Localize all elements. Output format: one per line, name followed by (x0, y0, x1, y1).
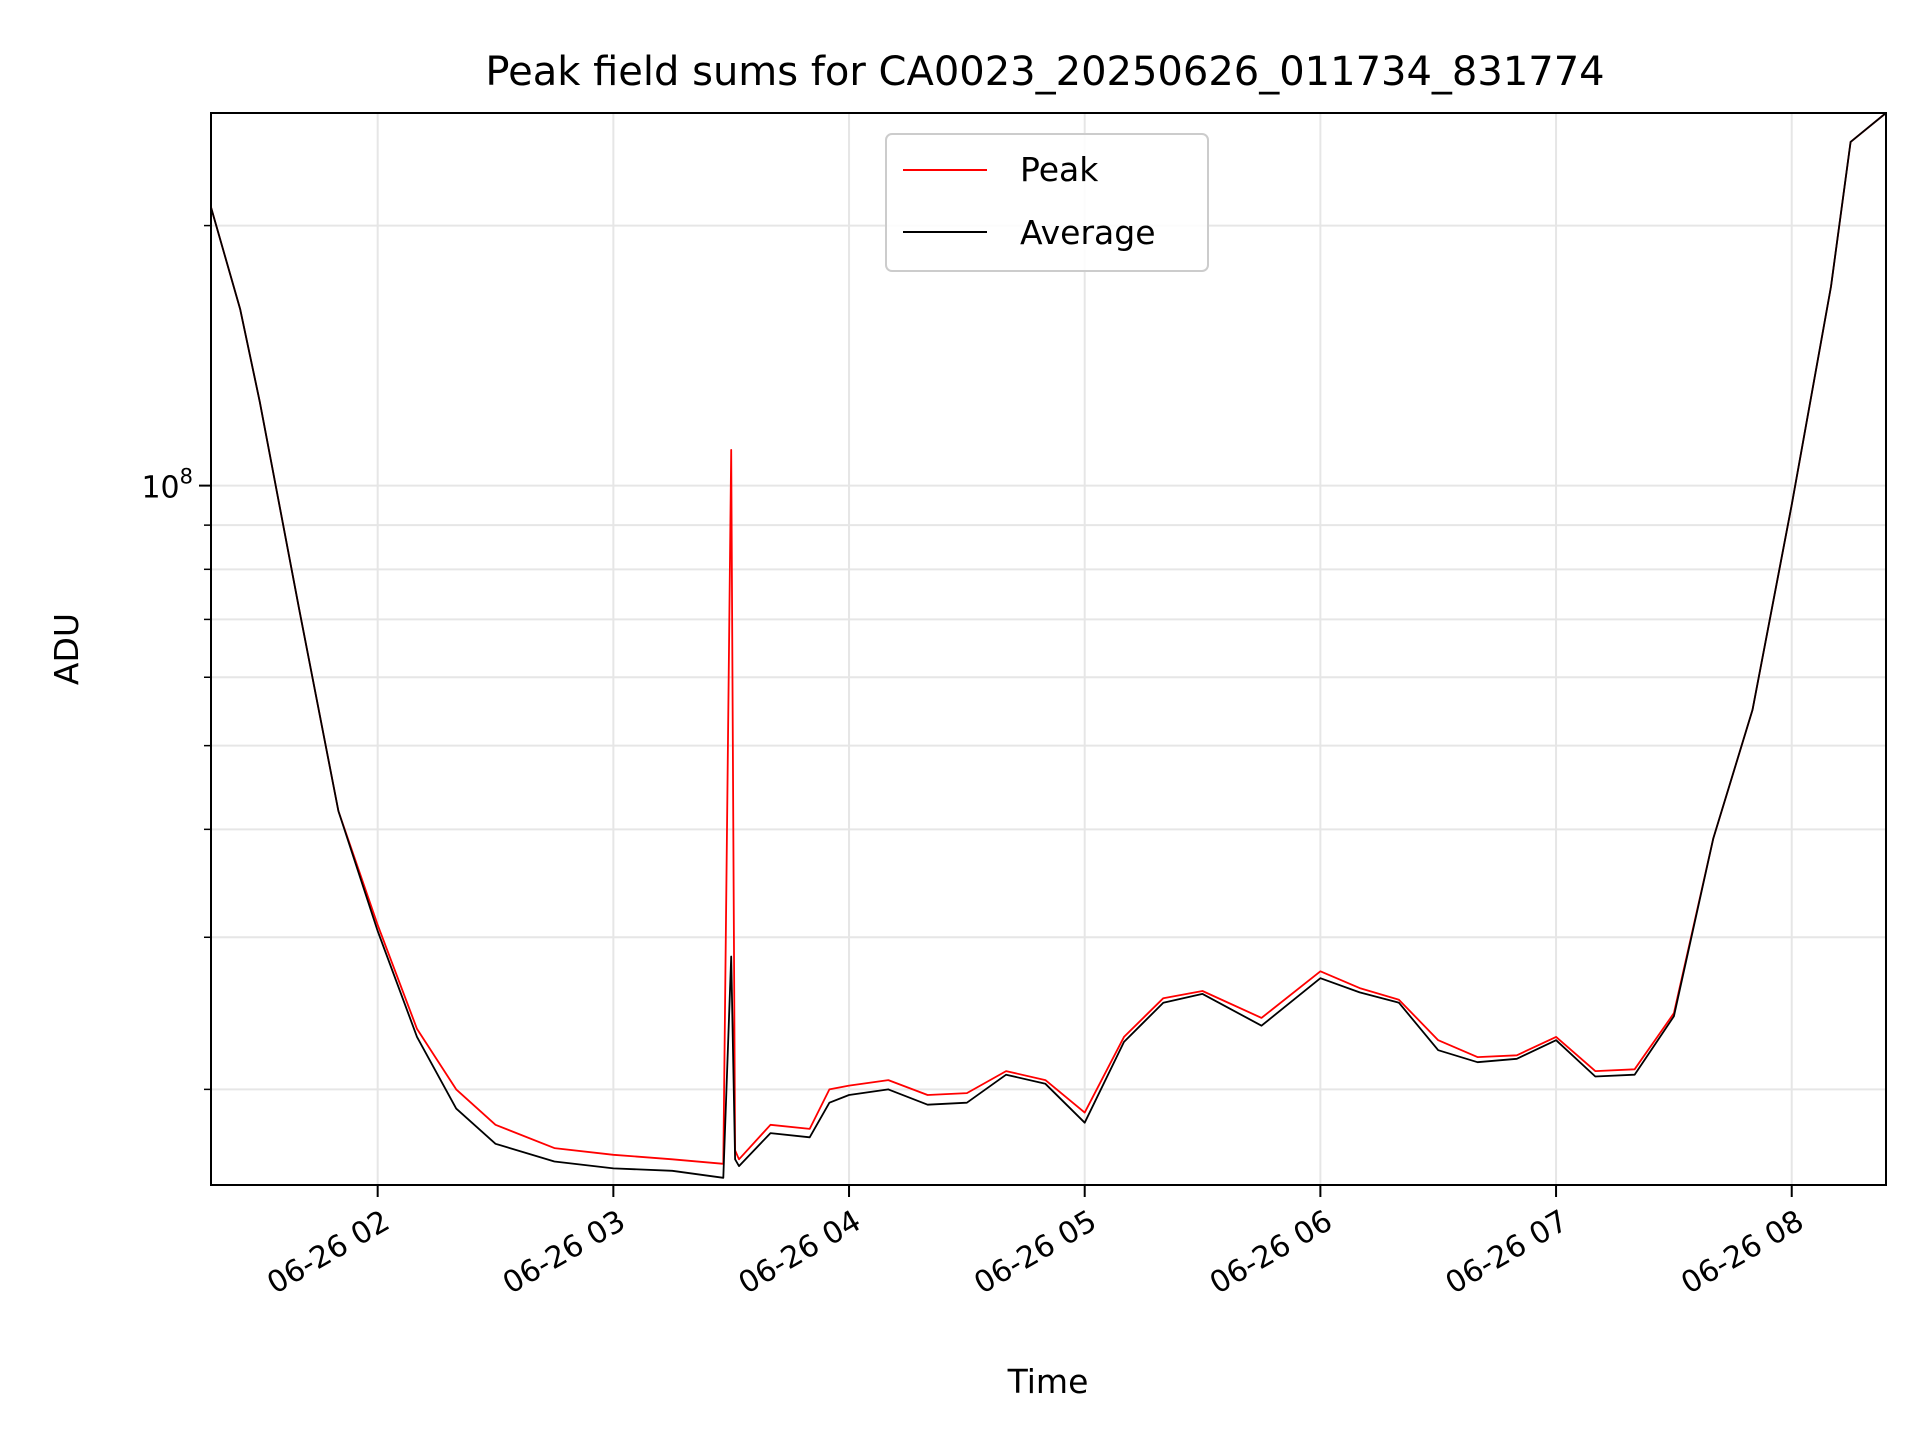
legend: Peak Average (885, 133, 1209, 272)
chart-title: Peak field sums for CA0023_20250626_0117… (485, 49, 1604, 95)
y-axis: 108 (141, 224, 211, 1091)
y-axis-title: ADU (47, 613, 86, 685)
grid (211, 113, 1886, 1185)
series-line-average (210, 112, 1887, 1179)
plot-frame (210, 112, 1887, 1186)
legend-label-peak: Peak (1020, 150, 1099, 189)
series-line-peak (210, 112, 1887, 1165)
series-lines (210, 112, 1887, 1179)
legend-label-average: Average (1020, 213, 1156, 252)
x-axis-title: Time (1007, 1362, 1089, 1401)
legend-box (885, 133, 1209, 272)
y-tick-label: 108 (141, 465, 193, 506)
